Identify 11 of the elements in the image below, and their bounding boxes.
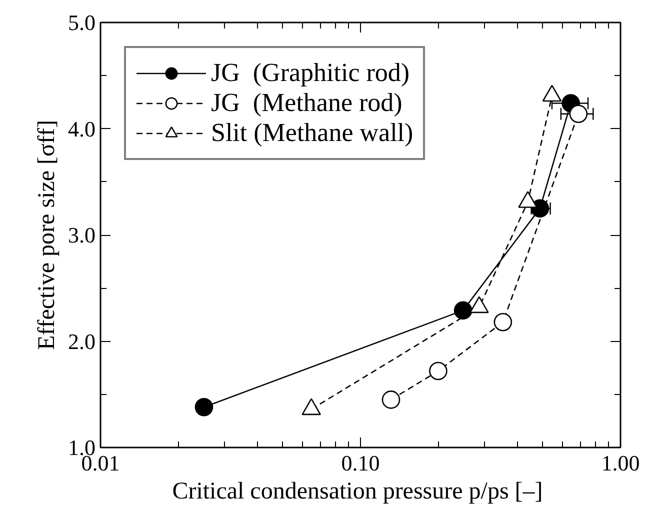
y-tick-label: 5.0: [68, 10, 96, 35]
y-axis-title: Effective pore size [σff]: [34, 120, 60, 350]
y-tick-label: 4.0: [68, 116, 96, 142]
x-tick-label: 1.00: [601, 450, 640, 476]
legend-label: JG (Graphitic rod): [211, 58, 410, 88]
x-axis-title: Critical condensation pressure p/ps [–]: [172, 478, 543, 504]
legend-label: JG (Methane rod): [211, 88, 402, 118]
y-tick-label: 3.0: [68, 222, 96, 248]
x-tick-label: 0.10: [341, 450, 380, 476]
legend-label: Slit (Methane wall): [211, 118, 414, 148]
y-tick-label: 2.0: [68, 328, 96, 354]
